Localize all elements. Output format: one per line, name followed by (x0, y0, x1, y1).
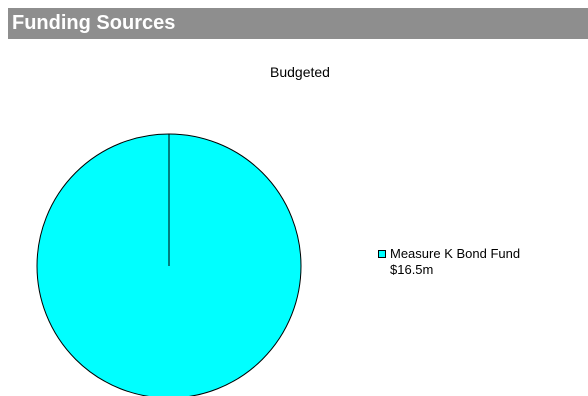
legend-swatch (378, 250, 386, 258)
legend-label: Measure K Bond Fund (390, 246, 521, 261)
chart-title: Budgeted (270, 64, 330, 80)
section-title: Funding Sources (12, 12, 176, 34)
legend-value: $16.5m (390, 262, 434, 277)
section-header: Funding Sources (8, 8, 588, 39)
